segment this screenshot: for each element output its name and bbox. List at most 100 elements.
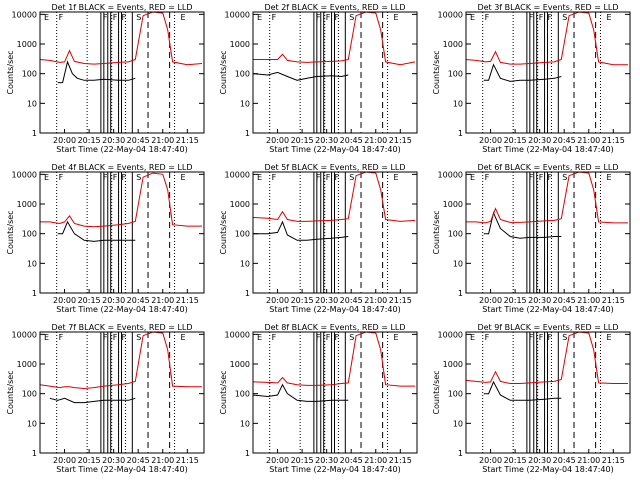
- x-tick-label: 20:45: [553, 136, 576, 145]
- flag-label: F: [272, 173, 277, 182]
- flag-label: E: [180, 173, 185, 182]
- flag-label: E: [393, 13, 398, 22]
- flag-label: S: [136, 333, 141, 342]
- flag-label: F: [122, 173, 127, 182]
- y-axis-label: Counts/sec: [219, 50, 228, 94]
- flag-label: F: [316, 173, 321, 182]
- flag-label: F: [485, 173, 490, 182]
- x-tick-label: 20:30: [315, 456, 338, 465]
- x-tick-label: 20:15: [504, 136, 527, 145]
- flag-label: F: [59, 173, 64, 182]
- y-tick-label: 10000: [12, 330, 37, 339]
- y-tick-label: 10000: [225, 10, 250, 19]
- x-tick-label: 20:45: [340, 296, 363, 305]
- flag-label: F: [335, 333, 340, 342]
- chart-title: Det 6f BLACK = Events, RED = LLD: [477, 163, 618, 172]
- flag-label: S: [349, 173, 354, 182]
- y-tick-label: 10: [453, 419, 463, 428]
- x-tick-label: 20:00: [266, 456, 289, 465]
- y-tick-label: 100: [235, 70, 250, 79]
- x-tick-label: 20:00: [479, 296, 502, 305]
- y-axis-label: Counts/sec: [432, 210, 441, 254]
- x-tick-label: 21:15: [176, 296, 199, 305]
- x-tick-label: 21:00: [577, 136, 600, 145]
- flag-label: E: [44, 13, 49, 22]
- y-axis-label: Counts/sec: [6, 210, 15, 254]
- y-tick-label: 1000: [443, 200, 463, 209]
- x-tick-label: 20:30: [102, 136, 125, 145]
- chart-title: Det 3f BLACK = Events, RED = LLD: [477, 3, 618, 12]
- flag-label: F: [103, 333, 108, 342]
- chart-title: Det 1f BLACK = Events, RED = LLD: [51, 3, 192, 12]
- flag-label: F: [272, 13, 277, 22]
- y-tick-label: 10000: [438, 170, 463, 179]
- x-tick-label: 21:15: [389, 456, 412, 465]
- y-tick-label: 1: [32, 289, 37, 298]
- flag-label: F: [548, 173, 553, 182]
- x-tick-label: 21:15: [389, 136, 412, 145]
- flag-label: E: [257, 333, 262, 342]
- x-tick-label: 21:00: [151, 136, 174, 145]
- x-tick-label: 20:00: [266, 136, 289, 145]
- y-tick-label: 10: [27, 419, 37, 428]
- events-series-line: [483, 380, 562, 401]
- y-tick-label: 10000: [12, 170, 37, 179]
- x-tick-label: 20:45: [340, 136, 363, 145]
- plot-frame: [39, 171, 205, 294]
- x-tick-label: 20:00: [479, 456, 502, 465]
- lld-series-line: [465, 331, 628, 384]
- chart-title: Det 8f BLACK = Events, RED = LLD: [264, 323, 405, 332]
- x-tick-label: 21:15: [176, 136, 199, 145]
- x-axis-label: Start Time (22-May-04 18:47:40): [269, 305, 400, 314]
- flag-label: F: [326, 13, 331, 22]
- x-tick-label: 20:30: [102, 296, 125, 305]
- x-tick-label: 20:30: [315, 136, 338, 145]
- events-series-line: [57, 60, 136, 84]
- y-tick-label: 1: [32, 449, 37, 458]
- flag-label: E: [470, 333, 475, 342]
- x-axis-label: Start Time (22-May-04 18:47:40): [482, 305, 613, 314]
- flag-label: F: [539, 173, 544, 182]
- x-axis-label: Start Time (22-May-04 18:47:40): [56, 145, 187, 154]
- flag-label: E: [257, 13, 262, 22]
- y-tick-label: 100: [235, 230, 250, 239]
- chart-title: Det 5f BLACK = Events, RED = LLD: [264, 163, 405, 172]
- events-series-line: [253, 220, 349, 241]
- x-axis-label: Start Time (22-May-04 18:47:40): [269, 145, 400, 154]
- x-tick-label: 20:30: [528, 136, 551, 145]
- y-tick-label: 1000: [230, 40, 250, 49]
- x-tick-label: 21:15: [176, 456, 199, 465]
- flag-label: E: [257, 173, 262, 182]
- flag-label: F: [113, 13, 118, 22]
- chart-title: Det 4f BLACK = Events, RED = LLD: [51, 163, 192, 172]
- flag-label: F: [272, 333, 277, 342]
- flag-label: F: [316, 13, 321, 22]
- y-axis-label: Counts/sec: [6, 370, 15, 414]
- flag-label: S: [562, 13, 567, 22]
- y-tick-label: 10000: [438, 10, 463, 19]
- y-axis-label: Counts/sec: [432, 50, 441, 94]
- x-axis-label: Start Time (22-May-04 18:47:40): [482, 465, 613, 474]
- flag-label: F: [103, 13, 108, 22]
- flag-label: E: [606, 333, 611, 342]
- flag-label: F: [326, 333, 331, 342]
- x-tick-label: 20:30: [102, 456, 125, 465]
- x-tick-label: 20:15: [504, 456, 527, 465]
- flag-label: F: [529, 173, 534, 182]
- flag-label: F: [59, 13, 64, 22]
- chart-title: Det 7f BLACK = Events, RED = LLD: [51, 323, 192, 332]
- y-tick-label: 10: [27, 259, 37, 268]
- flag-label: S: [349, 333, 354, 342]
- y-tick-label: 10: [240, 99, 250, 108]
- chart-title: Det 2f BLACK = Events, RED = LLD: [264, 3, 405, 12]
- flag-label: F: [113, 173, 118, 182]
- x-tick-label: 21:15: [602, 136, 625, 145]
- y-tick-label: 1: [458, 289, 463, 298]
- y-tick-label: 100: [235, 390, 250, 399]
- flag-label: F: [59, 333, 64, 342]
- x-tick-label: 20:15: [291, 136, 314, 145]
- y-axis-label: Counts/sec: [219, 210, 228, 254]
